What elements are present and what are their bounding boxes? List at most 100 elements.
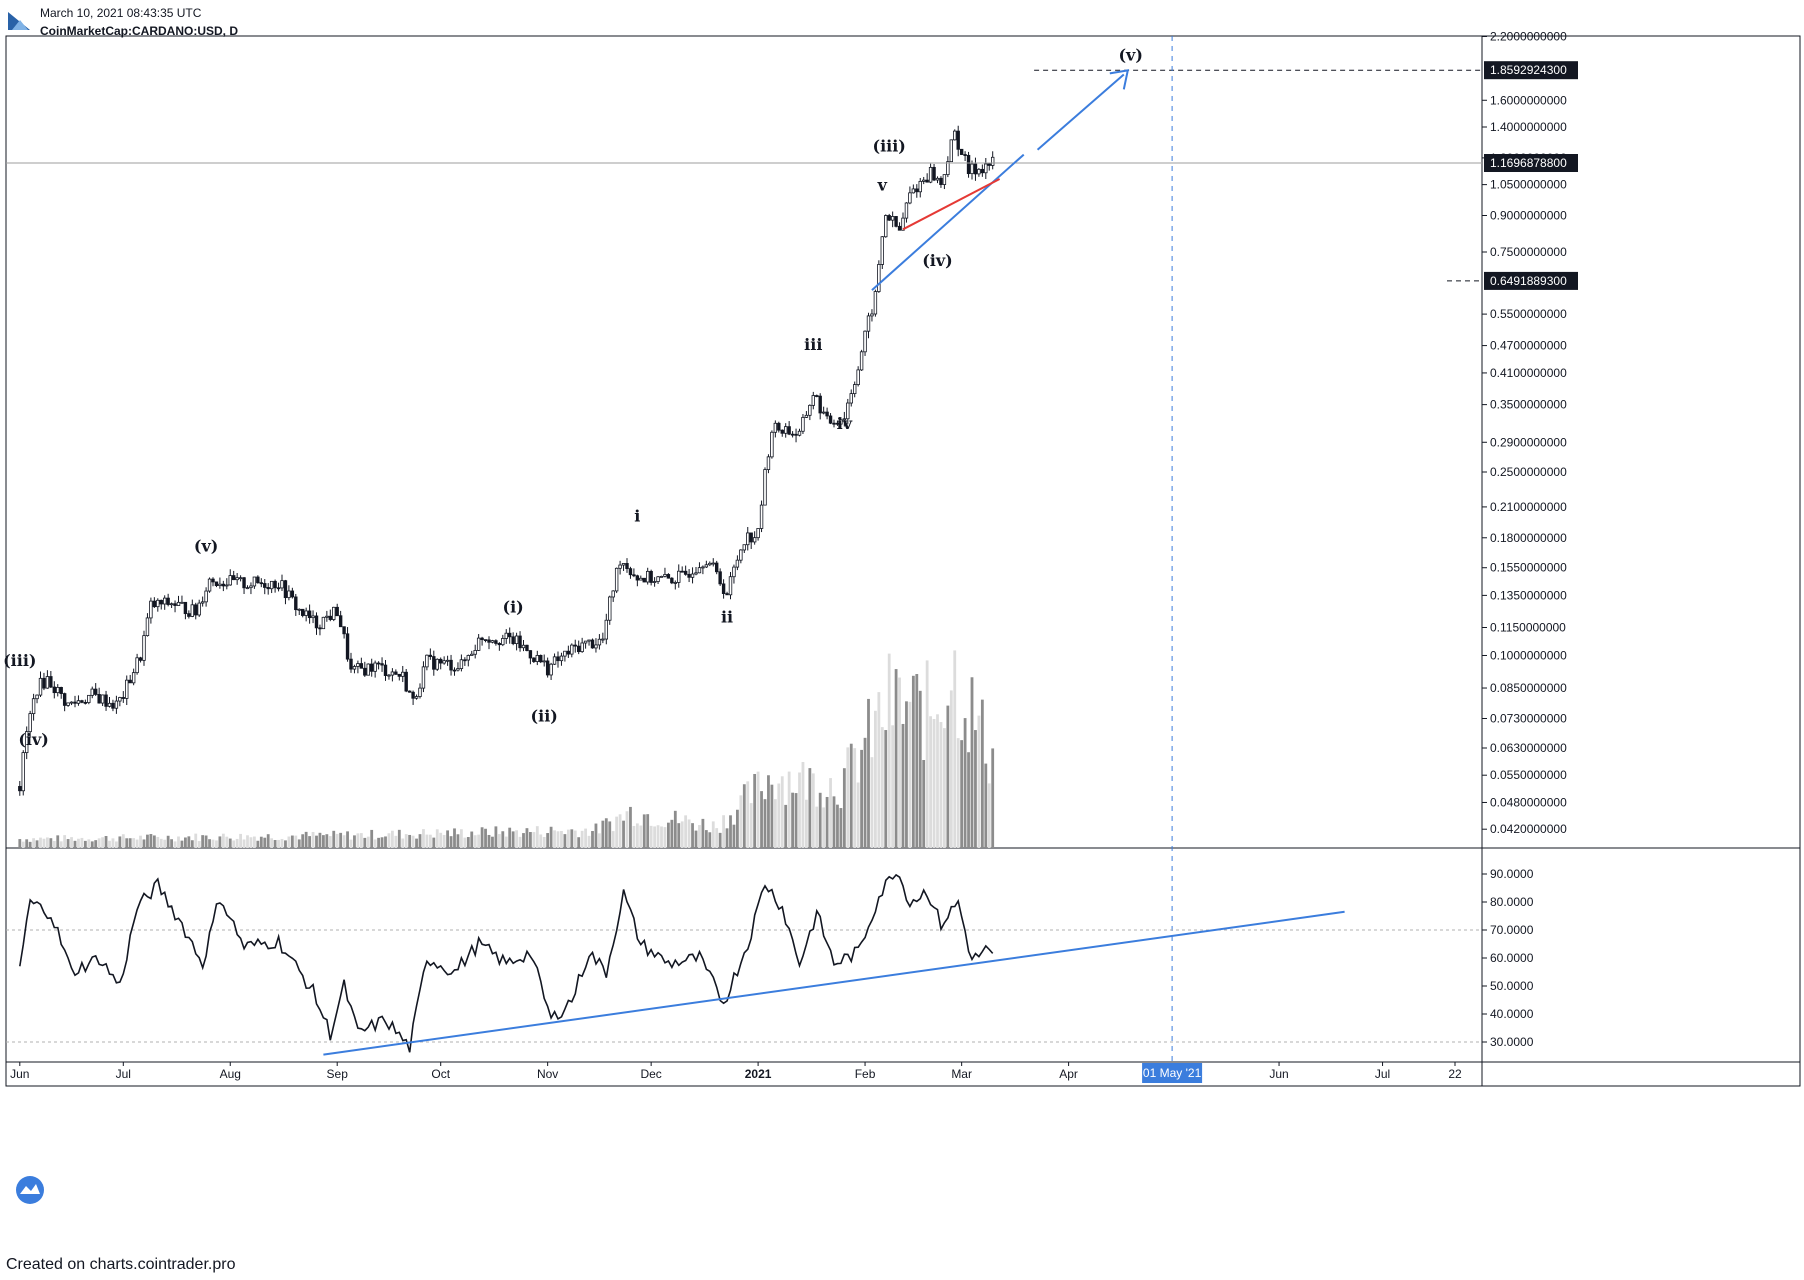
candle	[935, 176, 940, 184]
candle	[62, 692, 67, 712]
candle-body	[752, 537, 757, 543]
volume-bar	[818, 792, 822, 848]
candle-body	[663, 574, 667, 577]
candle-body	[263, 583, 267, 588]
candle	[545, 657, 550, 678]
candle	[218, 577, 222, 589]
candle-body	[573, 644, 577, 647]
chart-frame	[5, 35, 1801, 1087]
volume-bar	[663, 827, 667, 848]
volume-bar	[753, 773, 757, 848]
volume-bar	[94, 840, 98, 848]
volume-bar	[149, 834, 153, 848]
candle	[890, 211, 895, 228]
candle-body	[507, 632, 512, 638]
volume-bar	[949, 690, 953, 848]
candle	[59, 686, 63, 699]
candle	[49, 671, 53, 689]
wave-label: (iii)	[873, 136, 906, 155]
candle	[859, 349, 864, 371]
candle	[31, 693, 36, 721]
candle	[318, 624, 322, 636]
volume-bar	[608, 821, 612, 848]
candle	[939, 176, 943, 188]
candle-body	[908, 192, 912, 204]
price-tick-label: 0.0550000000	[1490, 768, 1567, 782]
candle-body	[897, 225, 902, 231]
time-tick-label: Feb	[855, 1067, 876, 1081]
candle-body	[777, 422, 781, 431]
volume-bar	[535, 826, 539, 848]
volume-bar	[280, 838, 284, 848]
candle-body	[390, 671, 395, 676]
candle	[701, 565, 705, 575]
candle-body	[501, 638, 505, 646]
candle	[501, 634, 505, 647]
candle-body	[131, 672, 136, 684]
candle-body	[542, 660, 546, 663]
candle	[69, 701, 74, 706]
candle	[118, 696, 122, 707]
candle	[963, 151, 967, 162]
candle-body	[121, 697, 125, 699]
volume-bar	[287, 836, 291, 848]
candle	[173, 600, 177, 613]
candle	[156, 598, 160, 612]
volume-bar	[891, 725, 895, 848]
candle-body	[635, 575, 640, 581]
candle	[870, 309, 874, 322]
candle-body	[76, 700, 81, 704]
volume-bar	[780, 776, 784, 848]
volume-bar	[335, 833, 339, 848]
candle-body	[425, 654, 429, 668]
candle	[114, 695, 119, 714]
volume-bar	[542, 836, 546, 848]
volume-bar	[115, 841, 118, 848]
volume-bar	[525, 828, 529, 848]
candle-body	[704, 564, 709, 568]
candle	[987, 163, 991, 171]
candle-body	[359, 663, 364, 669]
candle	[746, 526, 750, 551]
candle-body	[31, 698, 36, 715]
volume-bar	[156, 836, 160, 848]
candle-body	[207, 578, 212, 592]
volume-bar	[139, 835, 142, 848]
candle-body	[111, 702, 115, 709]
volume-bar	[242, 839, 246, 848]
candle	[401, 665, 405, 683]
volume-bar	[239, 833, 242, 848]
candle-body	[366, 663, 370, 676]
time-tick-label: Mar	[951, 1067, 972, 1081]
candle-body	[790, 433, 795, 436]
volume-bar	[880, 727, 884, 848]
price-tag-label: 1.1696878800	[1490, 156, 1567, 170]
candle-body	[38, 677, 43, 696]
candle-body	[283, 580, 288, 599]
candle	[649, 569, 653, 586]
volume-bar	[915, 674, 919, 848]
volume-bar	[591, 831, 594, 848]
price-tick-label: 0.1800000000	[1490, 531, 1567, 545]
candle-body	[842, 418, 847, 421]
volume-bar	[391, 830, 394, 848]
candle	[56, 684, 60, 697]
candle-body	[473, 650, 477, 655]
candle-body	[321, 616, 326, 630]
candle-body	[69, 701, 74, 704]
candle-body	[559, 655, 564, 662]
candle-body	[238, 577, 243, 580]
wave-label: iii	[804, 335, 822, 354]
candle-body	[956, 130, 960, 150]
candle-body	[866, 315, 871, 332]
candle-body	[594, 644, 598, 649]
candle	[801, 413, 805, 434]
volume-bar	[584, 828, 587, 848]
candle-body	[922, 179, 926, 182]
candle	[956, 125, 960, 157]
candle	[363, 661, 367, 677]
candle	[821, 406, 826, 415]
candle-body	[991, 156, 995, 166]
candle-body	[197, 602, 201, 616]
